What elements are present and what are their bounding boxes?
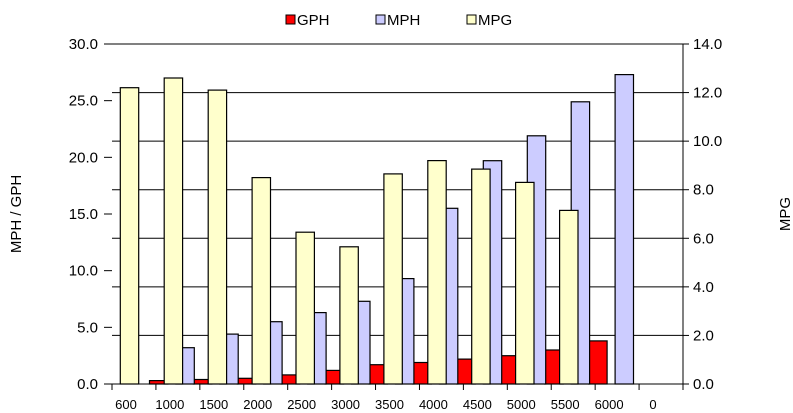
right-tick-label: 4.0 (693, 279, 714, 296)
bar-mpg (514, 181, 535, 385)
x-tick-label: 1000 (155, 397, 184, 412)
legend-swatch-mph (375, 14, 386, 25)
x-tick-label: 2000 (243, 397, 272, 412)
bar-mpg (207, 89, 228, 385)
legend-swatch-mpg (466, 14, 477, 25)
bar-mpg (163, 77, 184, 385)
x-tick-label: 6000 (595, 397, 624, 412)
right-tick-label: 0.0 (693, 376, 714, 393)
left-tick-label: 20.0 (69, 149, 98, 166)
x-tick-label: 600 (115, 397, 137, 412)
x-tick-label: 3000 (331, 397, 360, 412)
bar-mph (614, 73, 635, 385)
legend-label-mph: MPH (387, 12, 420, 29)
legend-label-mpg: MPG (478, 12, 512, 29)
right-axis-title: MPG (777, 197, 793, 231)
x-tick-label: 1500 (199, 397, 228, 412)
bar-mpg (251, 177, 272, 385)
bar-mpg (471, 168, 491, 385)
left-axis-title: MPH / GPH (8, 175, 25, 253)
legend-label-gph: GPH (297, 12, 330, 29)
right-tick-label: 8.0 (693, 182, 714, 199)
left-tick-label: 15.0 (69, 206, 98, 223)
bar-mpg (427, 160, 447, 385)
right-tick-label: 6.0 (693, 230, 714, 247)
bar-mpg (558, 209, 579, 385)
bar-mpg (339, 246, 359, 385)
x-tick-label: 2500 (287, 397, 316, 412)
right-axis-ticks: 0.0 2.0 4.0 6.0 8.0 10.0 12.0 14.0 (683, 36, 722, 393)
x-tick-label: 0 (649, 397, 656, 412)
legend-swatch-gph (285, 14, 296, 25)
left-tick-label: 5.0 (77, 319, 98, 336)
left-tick-label: 10.0 (69, 263, 98, 280)
left-tick-label: 30.0 (69, 36, 98, 53)
right-tick-label: 2.0 (693, 327, 714, 344)
bar-gph (588, 340, 608, 385)
x-tick-label: 4000 (419, 397, 448, 412)
right-tick-label: 10.0 (693, 133, 722, 150)
left-tick-label: 25.0 (69, 93, 98, 110)
x-axis-ticks: 600 1000 1500 2000 2500 3000 3500 4000 4500 5000 5… (111, 384, 684, 412)
right-tick-label: 14.0 (693, 36, 722, 53)
bar-mpg (119, 87, 140, 385)
x-tick-label: 3500 (375, 397, 404, 412)
legend: GPH MPH MPG (285, 12, 512, 29)
left-tick-label: 0.0 (77, 376, 98, 393)
bar-mpg (383, 173, 403, 385)
x-tick-label: 4500 (463, 397, 492, 412)
left-axis-ticks: 0.0 5.0 10.0 15.0 20.0 25.0 30.0 (69, 36, 112, 393)
x-tick-label: 5500 (551, 397, 580, 412)
x-tick-label: 5000 (507, 397, 536, 412)
axes (112, 44, 684, 385)
right-tick-label: 12.0 (693, 85, 722, 102)
bar-mpg (295, 231, 315, 385)
bars (119, 73, 635, 385)
